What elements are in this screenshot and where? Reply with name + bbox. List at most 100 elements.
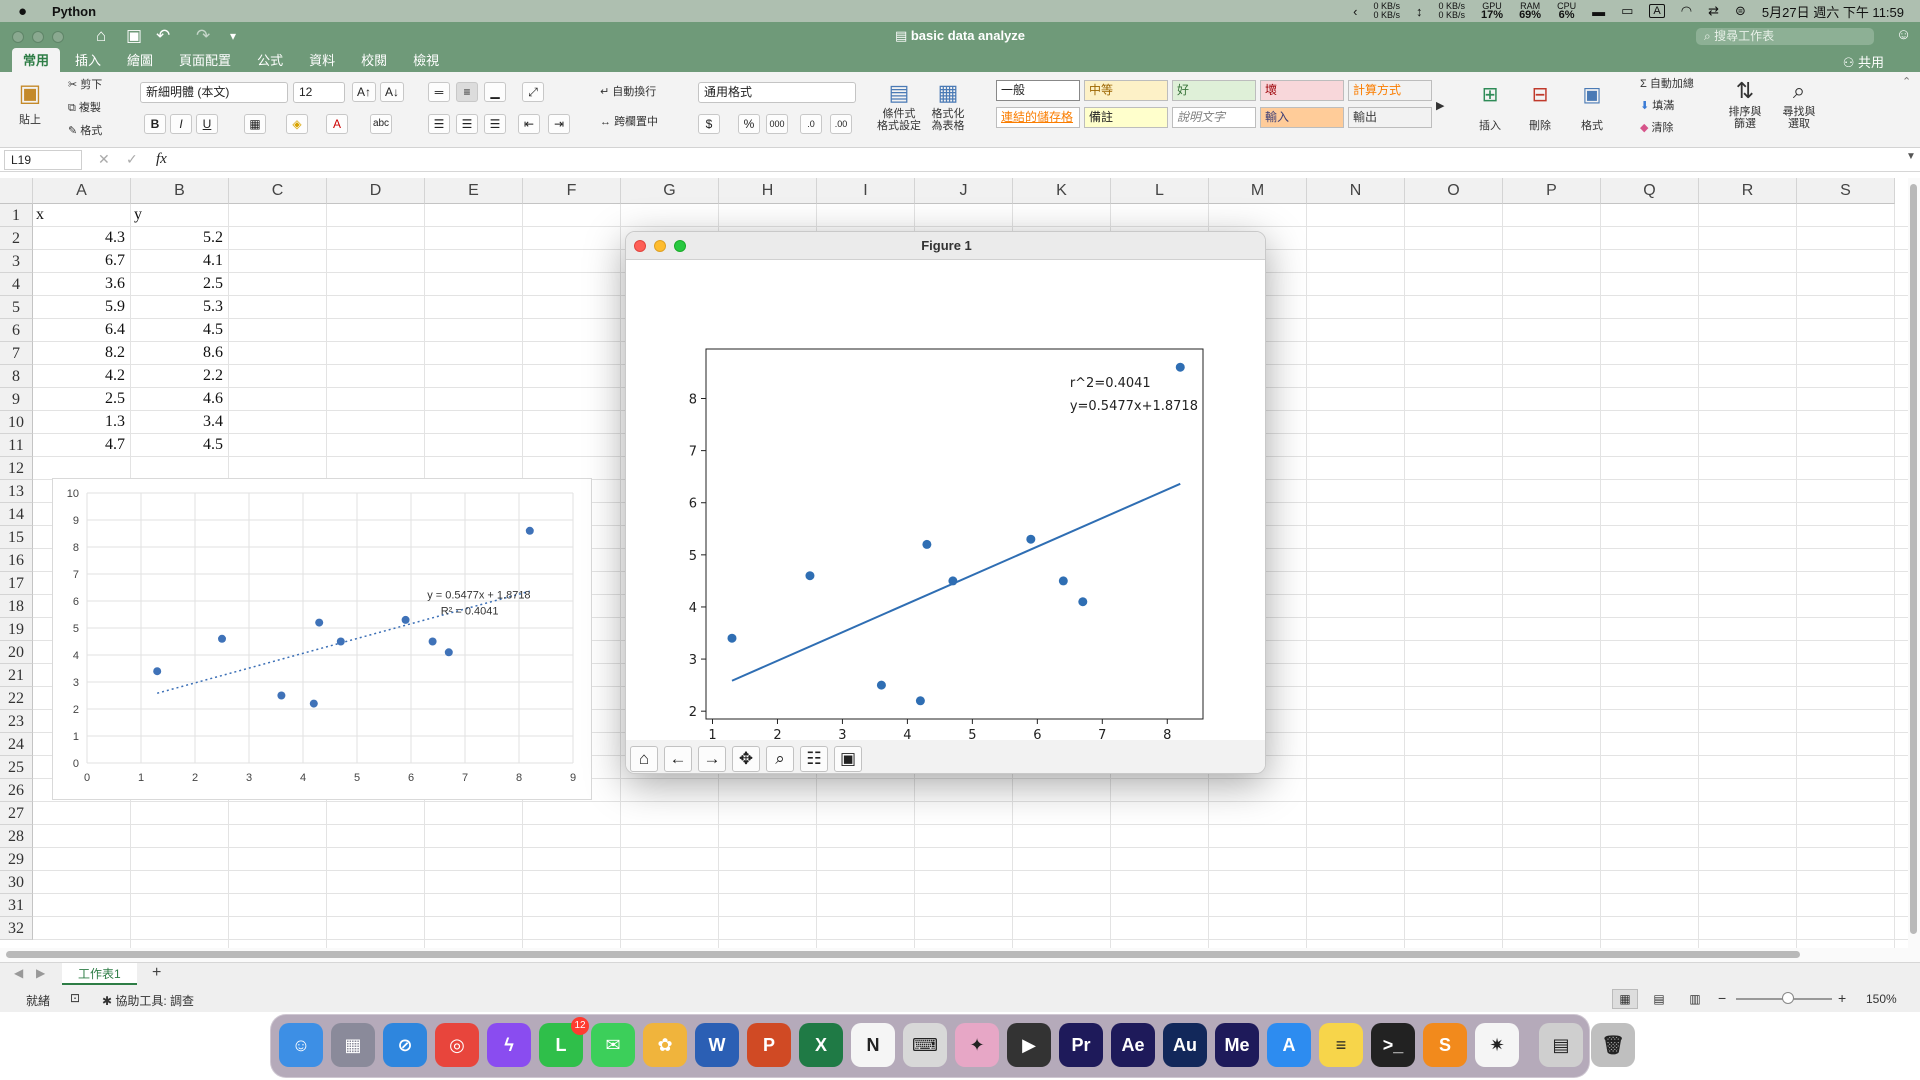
row-header-28[interactable]: 28 xyxy=(0,825,33,848)
autosum-button[interactable]: Σ 自動加總 xyxy=(1640,78,1694,90)
column-header-I[interactable]: I xyxy=(817,178,915,204)
subplots-config-icon[interactable]: ☷ xyxy=(800,746,828,772)
dock-audition-icon[interactable]: Au xyxy=(1163,1023,1207,1067)
battery-icon[interactable]: ▭ xyxy=(1621,3,1634,18)
currency-button[interactable]: $ xyxy=(698,114,720,134)
wifi-icon[interactable]: ◠ xyxy=(1680,3,1693,18)
sort-filter-button[interactable]: ⇅ 排序與 篩選 xyxy=(1722,76,1768,130)
sheet-tab-1[interactable]: 工作表1 xyxy=(62,963,137,985)
figure-zoom-button[interactable] xyxy=(674,240,686,252)
clear-button[interactable]: ◆ 清除 xyxy=(1640,122,1674,134)
font-color-button[interactable]: A xyxy=(326,114,348,134)
underline-button[interactable]: U xyxy=(196,114,218,134)
macro-record-icon[interactable]: ⊡ xyxy=(70,991,81,1005)
dock-keyboard-icon[interactable]: ⌨ xyxy=(903,1023,947,1067)
delete-cells-button[interactable]: ⊟ 刪除 xyxy=(1520,80,1560,132)
cell-a1[interactable]: x xyxy=(36,206,44,223)
column-header-O[interactable]: O xyxy=(1405,178,1503,204)
align-top-button[interactable]: ═ xyxy=(428,82,450,102)
tab-page-layout[interactable]: 頁面配置 xyxy=(179,53,232,68)
function-button[interactable]: fx xyxy=(156,151,167,167)
add-sheet-button[interactable]: + xyxy=(152,964,162,981)
cell-y[interactable]: 2.5 xyxy=(203,275,223,292)
prev-sheet-icon[interactable]: ◀ xyxy=(14,966,24,980)
cell-x[interactable]: 6.4 xyxy=(105,321,125,338)
cell-y[interactable]: 4.5 xyxy=(203,436,223,453)
row-header-18[interactable]: 18 xyxy=(0,595,33,618)
dock-notion-icon[interactable]: N xyxy=(851,1023,895,1067)
column-header-F[interactable]: F xyxy=(523,178,621,204)
tab-home[interactable]: 常用 xyxy=(12,48,61,72)
style-normal[interactable]: 一般 xyxy=(996,80,1080,101)
percent-button[interactable]: % xyxy=(738,114,760,134)
font-name-select[interactable]: 新細明體 (本文) xyxy=(140,82,288,103)
tab-draw[interactable]: 繪圖 xyxy=(127,53,154,68)
decrease-decimal-button[interactable]: .00 xyxy=(830,114,852,134)
forward-arrow-icon[interactable]: → xyxy=(698,746,726,772)
row-header-1[interactable]: 1 xyxy=(0,204,33,227)
row-header-24[interactable]: 24 xyxy=(0,733,33,756)
column-header-K[interactable]: K xyxy=(1013,178,1111,204)
style-note[interactable]: 備註 xyxy=(1084,107,1168,128)
cell-y[interactable]: 5.3 xyxy=(203,298,223,315)
align-bottom-button[interactable]: ▁ xyxy=(484,82,506,102)
format-cells-button[interactable]: ▣ 格式 xyxy=(1572,80,1612,132)
styles-more-icon[interactable]: ▶ xyxy=(1436,100,1445,112)
dock-premiere-icon[interactable]: Pr xyxy=(1059,1023,1103,1067)
cell-y[interactable]: 5.2 xyxy=(203,229,223,246)
style-neutral[interactable]: 中等 xyxy=(1084,80,1168,101)
align-left-button[interactable]: ☰ xyxy=(428,114,450,134)
save-figure-icon[interactable]: ▣ xyxy=(834,746,862,772)
column-header-L[interactable]: L xyxy=(1111,178,1209,204)
conditional-format-button[interactable]: ▤ 條件式 格式設定 xyxy=(874,78,924,132)
input-method-indicator[interactable]: A xyxy=(1649,4,1665,18)
number-format-select[interactable]: 通用格式 xyxy=(698,82,856,103)
name-box[interactable]: L19 xyxy=(4,150,82,170)
cell-b1[interactable]: y xyxy=(134,206,142,223)
row-header-8[interactable]: 8 xyxy=(0,365,33,388)
row-header-26[interactable]: 26 xyxy=(0,779,33,802)
dock-terminal-icon[interactable]: >_ xyxy=(1371,1023,1415,1067)
cell-x[interactable]: 6.7 xyxy=(105,252,125,269)
row-header-2[interactable]: 2 xyxy=(0,227,33,250)
row-header-25[interactable]: 25 xyxy=(0,756,33,779)
dock-powerpoint-icon[interactable]: P xyxy=(747,1023,791,1067)
figure-close-button[interactable] xyxy=(634,240,646,252)
column-header-G[interactable]: G xyxy=(621,178,719,204)
increase-indent-button[interactable]: ⇥ xyxy=(548,114,570,134)
format-painter-button[interactable]: ✎ 格式 xyxy=(68,125,103,137)
cell-y[interactable]: 4.6 xyxy=(203,390,223,407)
row-header-21[interactable]: 21 xyxy=(0,664,33,687)
row-header-22[interactable]: 22 xyxy=(0,687,33,710)
page-layout-view-button[interactable]: ▤ xyxy=(1653,992,1665,1006)
cell-x[interactable]: 8.2 xyxy=(105,344,125,361)
row-header-17[interactable]: 17 xyxy=(0,572,33,595)
style-output[interactable]: 輸出 xyxy=(1348,107,1432,128)
dock-after-effects-icon[interactable]: Ae xyxy=(1111,1023,1155,1067)
dock-chrome-icon[interactable]: ◎ xyxy=(435,1023,479,1067)
cell-x[interactable]: 4.3 xyxy=(105,229,125,246)
wrap-text-button[interactable]: ↵ 自動換行 xyxy=(600,86,657,98)
borders-button[interactable]: ▦ xyxy=(244,114,266,134)
column-header-H[interactable]: H xyxy=(719,178,817,204)
row-header-29[interactable]: 29 xyxy=(0,848,33,871)
dock-messenger-icon[interactable]: ϟ xyxy=(487,1023,531,1067)
dock-line-icon[interactable]: L 12 xyxy=(539,1017,589,1067)
decrease-font-button[interactable]: A↓ xyxy=(380,82,404,102)
apple-menu-icon[interactable]: ● xyxy=(18,2,28,20)
column-header-M[interactable]: M xyxy=(1209,178,1307,204)
row-header-11[interactable]: 11 xyxy=(0,434,33,457)
increase-font-button[interactable]: A↑ xyxy=(352,82,376,102)
column-header-E[interactable]: E xyxy=(425,178,523,204)
zoom-rect-icon[interactable]: ⌕ xyxy=(766,746,794,772)
column-header-N[interactable]: N xyxy=(1307,178,1405,204)
dock-trash-icon[interactable]: 🗑 xyxy=(1591,1023,1635,1067)
normal-view-button[interactable]: ▦ xyxy=(1612,989,1638,1009)
dock-media-encoder-icon[interactable]: Me xyxy=(1215,1023,1259,1067)
collapse-ribbon-icon[interactable]: ⌃ xyxy=(1902,76,1912,88)
embedded-excel-chart[interactable]: 0 1 2 3 4 5 6 7 8 9 0 1 2 3 4 5 6 7 8 9 10 y = 0.5477x + 1.87… xyxy=(52,478,592,800)
back-arrow-icon[interactable]: ← xyxy=(664,746,692,772)
zoom-out-button[interactable]: − xyxy=(1718,990,1727,1006)
cell-y[interactable]: 3.4 xyxy=(203,413,223,430)
style-input[interactable]: 輸入 xyxy=(1260,107,1344,128)
